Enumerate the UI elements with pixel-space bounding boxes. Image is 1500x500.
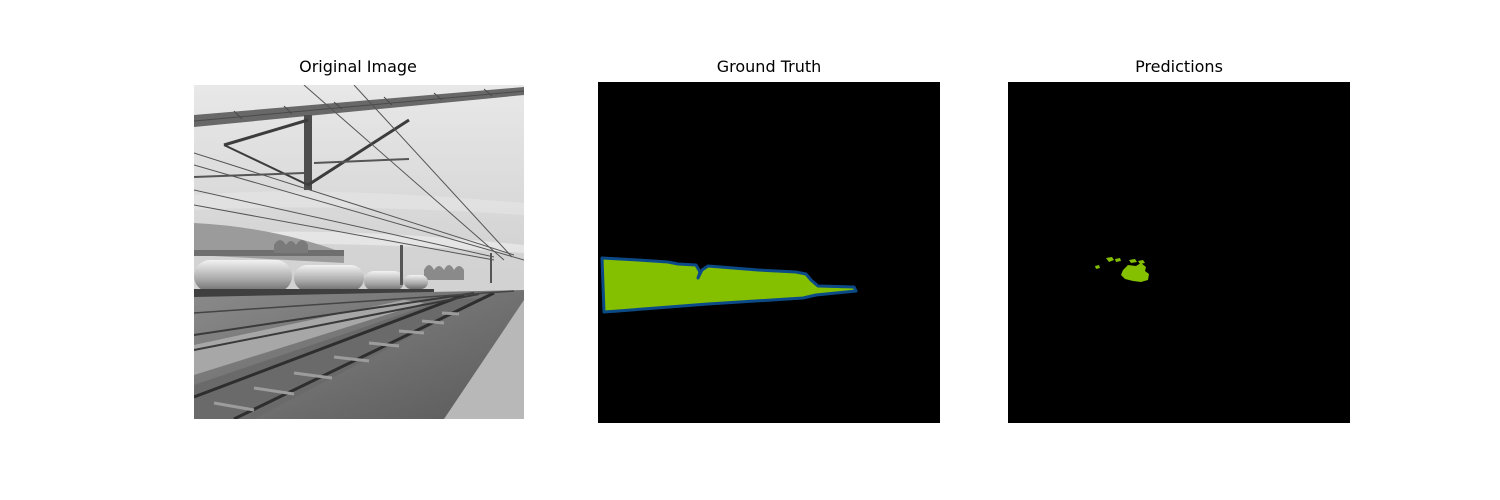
ground-truth-region xyxy=(600,256,858,314)
ground-truth-mask xyxy=(598,82,940,423)
predictions-mask xyxy=(1008,82,1350,423)
original-image xyxy=(194,85,524,419)
railway-photo xyxy=(194,85,524,419)
prediction-blobs xyxy=(1095,257,1149,282)
ground-truth-svg xyxy=(600,256,858,314)
predictions-svg xyxy=(1095,257,1149,282)
ground-truth-title: Ground Truth xyxy=(716,57,822,76)
predictions-title: Predictions xyxy=(1135,57,1223,76)
original-image-title: Original Image xyxy=(299,57,417,76)
